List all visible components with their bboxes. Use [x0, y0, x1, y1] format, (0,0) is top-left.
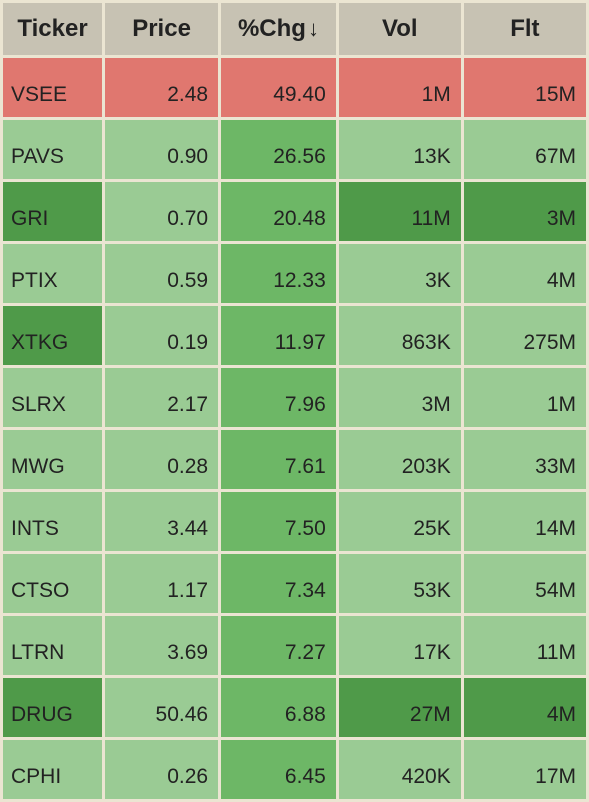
- cell-vol: 53K: [339, 554, 461, 613]
- cell-chg: 7.27: [221, 616, 336, 675]
- cell-flt: 1M: [464, 368, 586, 427]
- cell-vol: 27M: [339, 678, 461, 737]
- cell-ticker: CPHI: [3, 740, 102, 799]
- cell-chg: 6.88: [221, 678, 336, 737]
- cell-flt: 15M: [464, 58, 586, 117]
- cell-chg: 6.45: [221, 740, 336, 799]
- cell-ticker: PTIX: [3, 244, 102, 303]
- cell-vol: 3K: [339, 244, 461, 303]
- col-header-pctchg-label: %Chg: [238, 15, 306, 42]
- cell-chg: 11.97: [221, 306, 336, 365]
- cell-vol: 17K: [339, 616, 461, 675]
- cell-ticker: PAVS: [3, 120, 102, 179]
- cell-vol: 1M: [339, 58, 461, 117]
- cell-vol: 25K: [339, 492, 461, 551]
- col-header-pctchg[interactable]: %Chg↓: [221, 3, 336, 55]
- cell-flt: 4M: [464, 678, 586, 737]
- cell-flt: 33M: [464, 430, 586, 489]
- stock-table: Ticker Price %Chg↓ Vol Flt VSEE2.4849.40…: [0, 0, 589, 802]
- cell-price: 1.17: [105, 554, 218, 613]
- table-row[interactable]: DRUG50.466.8827M4M: [3, 678, 586, 737]
- col-header-flt[interactable]: Flt: [464, 3, 586, 55]
- table-row[interactable]: PTIX0.5912.333K4M: [3, 244, 586, 303]
- cell-price: 0.70: [105, 182, 218, 241]
- table-row[interactable]: LTRN3.697.2717K11M: [3, 616, 586, 675]
- cell-ticker: SLRX: [3, 368, 102, 427]
- cell-ticker: LTRN: [3, 616, 102, 675]
- cell-flt: 14M: [464, 492, 586, 551]
- cell-chg: 7.96: [221, 368, 336, 427]
- table-row[interactable]: MWG0.287.61203K33M: [3, 430, 586, 489]
- col-header-price[interactable]: Price: [105, 3, 218, 55]
- cell-price: 2.17: [105, 368, 218, 427]
- cell-chg: 12.33: [221, 244, 336, 303]
- cell-price: 0.59: [105, 244, 218, 303]
- cell-flt: 275M: [464, 306, 586, 365]
- cell-vol: 11M: [339, 182, 461, 241]
- cell-vol: 13K: [339, 120, 461, 179]
- cell-flt: 3M: [464, 182, 586, 241]
- cell-price: 0.28: [105, 430, 218, 489]
- table-row[interactable]: XTKG0.1911.97863K275M: [3, 306, 586, 365]
- cell-flt: 67M: [464, 120, 586, 179]
- cell-price: 0.90: [105, 120, 218, 179]
- cell-vol: 863K: [339, 306, 461, 365]
- table-row[interactable]: CPHI0.266.45420K17M: [3, 740, 586, 799]
- cell-chg: 49.40: [221, 58, 336, 117]
- table-row[interactable]: SLRX2.177.963M1M: [3, 368, 586, 427]
- cell-chg: 26.56: [221, 120, 336, 179]
- cell-ticker: VSEE: [3, 58, 102, 117]
- cell-chg: 7.61: [221, 430, 336, 489]
- cell-chg: 7.50: [221, 492, 336, 551]
- table-row[interactable]: INTS3.447.5025K14M: [3, 492, 586, 551]
- cell-price: 3.69: [105, 616, 218, 675]
- cell-price: 0.19: [105, 306, 218, 365]
- table-row[interactable]: GRI0.7020.4811M3M: [3, 182, 586, 241]
- table-row[interactable]: PAVS0.9026.5613K67M: [3, 120, 586, 179]
- cell-flt: 54M: [464, 554, 586, 613]
- cell-price: 50.46: [105, 678, 218, 737]
- cell-vol: 3M: [339, 368, 461, 427]
- cell-ticker: DRUG: [3, 678, 102, 737]
- cell-flt: 4M: [464, 244, 586, 303]
- table-row[interactable]: VSEE2.4849.401M15M: [3, 58, 586, 117]
- col-header-ticker[interactable]: Ticker: [3, 3, 102, 55]
- header-row: Ticker Price %Chg↓ Vol Flt: [3, 3, 586, 55]
- cell-ticker: MWG: [3, 430, 102, 489]
- cell-chg: 7.34: [221, 554, 336, 613]
- table-body: VSEE2.4849.401M15MPAVS0.9026.5613K67MGRI…: [3, 58, 586, 799]
- cell-flt: 11M: [464, 616, 586, 675]
- cell-ticker: INTS: [3, 492, 102, 551]
- cell-ticker: CTSO: [3, 554, 102, 613]
- cell-flt: 17M: [464, 740, 586, 799]
- cell-ticker: GRI: [3, 182, 102, 241]
- col-header-vol[interactable]: Vol: [339, 3, 461, 55]
- cell-vol: 203K: [339, 430, 461, 489]
- cell-price: 3.44: [105, 492, 218, 551]
- cell-chg: 20.48: [221, 182, 336, 241]
- cell-vol: 420K: [339, 740, 461, 799]
- cell-ticker: XTKG: [3, 306, 102, 365]
- sort-down-icon: ↓: [308, 16, 319, 41]
- cell-price: 2.48: [105, 58, 218, 117]
- table-row[interactable]: CTSO1.177.3453K54M: [3, 554, 586, 613]
- cell-price: 0.26: [105, 740, 218, 799]
